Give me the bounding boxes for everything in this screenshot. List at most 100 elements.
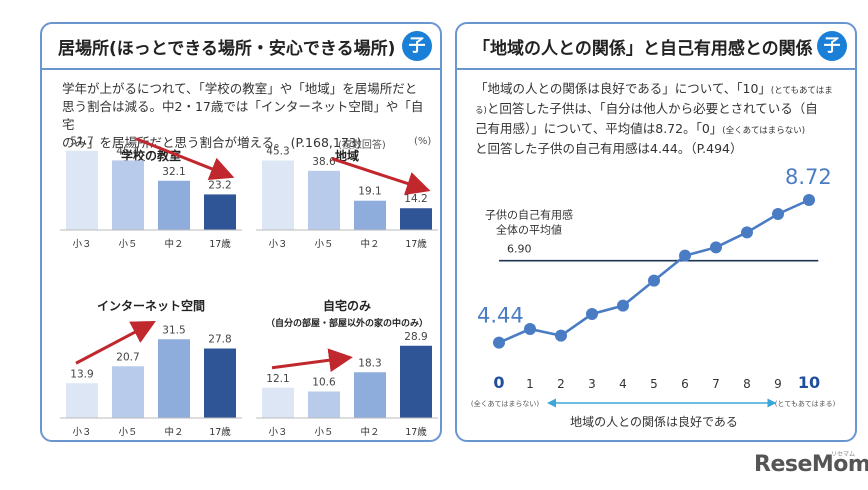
bar-value-label: 28.9 [404, 331, 427, 343]
reference-line-value: 6.90 [507, 243, 532, 256]
x-tick-label: 4 [619, 377, 627, 391]
bar-category-label: 小３ [268, 427, 287, 438]
bar [158, 339, 190, 418]
left-desc-line: 学年が上がるにつれて、「学校の教室」や「地域」を居場所だと [62, 81, 418, 96]
right-desc-note: (全くあてはまらない) [722, 126, 806, 136]
bar [400, 345, 432, 418]
multiple-answer-note: (複数回答) [338, 140, 386, 151]
right-desc-text: と回答した子供は、「自分は他人から必要とされている（自 [486, 101, 818, 116]
bar-category-label: 小３ [268, 239, 287, 250]
right-desc-text: 己有用感）」について、平均値は8.72。「0」 [475, 121, 723, 136]
bar-value-label: 31.5 [162, 324, 185, 336]
bar-chart-title: 自宅のみ [323, 298, 371, 313]
bar-chart-title: インターネット空間 [97, 298, 205, 313]
data-point [617, 299, 629, 312]
bar-chart-group: 地域 45.3 小３ 38.6 小５ 19.1 中２ 14.2 17歳 [256, 146, 438, 250]
bar-category-label: 17歳 [405, 238, 427, 250]
bar [262, 160, 294, 230]
bar-category-label: 小５ [118, 427, 137, 438]
bar [66, 383, 98, 418]
data-point [586, 308, 598, 320]
bar-chart-title: 地域 [335, 148, 359, 163]
left-desc-line: 思う割合は減る。中2・17歳では「インターネット空間」や「自宅 [62, 99, 424, 132]
data-point [648, 274, 660, 287]
x-tick-label: 5 [650, 377, 658, 391]
bar-category-label: 中２ [164, 426, 183, 438]
bar-value-label: 23.2 [208, 179, 231, 191]
bar [354, 200, 386, 230]
bar-chart-subtitle: （自分の部屋・部屋以外の家の中のみ） [266, 317, 428, 329]
bar [112, 160, 144, 230]
right-description: 「地域の人との関係は良好である」について、「10」(とてもあてはま る)と回答し… [475, 80, 847, 158]
right-panel: 「地域の人との関係」と自己有用感との関係 子 「地域の人との関係は良好である」に… [455, 22, 857, 442]
bar-chart-group: インターネット空間 13.9 小３ 20.7 小５ 31.5 中２ 27.8 17歳 [60, 298, 242, 438]
bar [308, 170, 340, 230]
data-point [741, 226, 753, 239]
bar-chart-group: 自宅のみ （自分の部屋・部屋以外の家の中のみ） 12.1 小３ 10.6 小５ 18.3 中２… [256, 298, 438, 438]
x-tick-label: 10 [798, 373, 820, 392]
left-panel-title: 居場所(ほっとできる場所・安心できる場所) [58, 39, 396, 59]
right-desc-text: と回答した子供の自己有用感は4.44。（P.494） [475, 141, 743, 156]
bar-category-label: 小５ [118, 239, 137, 250]
right-panel-header: 「地域の人との関係」と自己有用感との関係 子 [457, 24, 855, 70]
resemom-logo-kana: リセマム [831, 451, 856, 458]
bar [66, 150, 98, 230]
bar-value-label: 20.7 [116, 351, 139, 363]
start-value-label: 4.44 [477, 304, 524, 328]
data-point [710, 241, 722, 254]
x-tick-label: 0 [493, 373, 504, 392]
bar-value-label: 45.4 [116, 145, 140, 157]
trend-arrow [331, 157, 431, 195]
x-tick-label: 6 [681, 377, 689, 391]
bar-category-label: 小５ [314, 427, 333, 438]
data-point [493, 336, 505, 349]
bar [308, 391, 340, 418]
bar-category-label: 小３ [72, 239, 91, 250]
bar-category-label: 小３ [72, 427, 91, 438]
bar [262, 387, 294, 418]
bar [400, 208, 432, 230]
bar-value-label: 10.6 [312, 377, 336, 389]
right-panel-title: 「地域の人との関係」と自己有用感との関係 [473, 39, 813, 59]
data-point [524, 323, 536, 335]
bar-charts: 学校の教室51.7小３45.4小５32.1中２23.217歳地域45.3小３38… [60, 136, 438, 438]
bar [158, 180, 190, 230]
bar [204, 348, 236, 418]
x-right-note: (とてもあてはまる) [775, 400, 836, 408]
x-tick-label: 8 [743, 377, 751, 391]
bar-value-label: 32.1 [162, 166, 185, 178]
right-desc-text: 「地域の人との関係は良好である」について、「10」 [475, 81, 771, 96]
percent-unit: (%) [414, 136, 432, 147]
trend-arrow [135, 137, 235, 181]
end-value-label: 8.72 [785, 165, 832, 189]
data-point [803, 194, 815, 206]
bar [112, 366, 144, 418]
x-tick-label: 3 [588, 377, 596, 391]
bar-category-label: 小５ [314, 239, 333, 250]
left-panel-header: 居場所(ほっとできる場所・安心できる場所) 子 [42, 24, 440, 70]
bar-value-label: 12.1 [266, 373, 289, 385]
child-badge: 子 [402, 31, 432, 61]
bar-category-label: 17歳 [209, 238, 231, 250]
bar-category-label: 17歳 [209, 426, 231, 438]
reference-line-label: 子供の自己有用感 [485, 208, 573, 222]
bar-value-label: 13.9 [70, 368, 93, 380]
x-left-note: (全くあてはまらない) [471, 399, 539, 408]
right-desc-note: る) [475, 106, 487, 116]
left-panel: 居場所(ほっとできる場所・安心できる場所) 子 学年が上がるにつれて、「学校の教… [40, 22, 442, 442]
bar-value-label: 45.3 [266, 146, 289, 158]
child-badge: 子 [817, 31, 847, 61]
x-tick-label: 7 [712, 377, 720, 391]
bar-value-label: 51.7 [70, 136, 93, 148]
x-tick-label: 1 [526, 377, 534, 391]
data-point [555, 329, 567, 342]
bar-value-label: 19.1 [358, 186, 381, 198]
bar-category-label: 中２ [360, 238, 379, 250]
data-point [772, 208, 784, 220]
reference-line-label: 全体の平均値 [496, 223, 562, 237]
x-tick-label: 9 [774, 377, 782, 391]
bar-value-label: 27.8 [208, 334, 231, 346]
resemom-logo: ReseMom [754, 452, 868, 477]
right-desc-note: (とてもあてはま [770, 86, 833, 96]
